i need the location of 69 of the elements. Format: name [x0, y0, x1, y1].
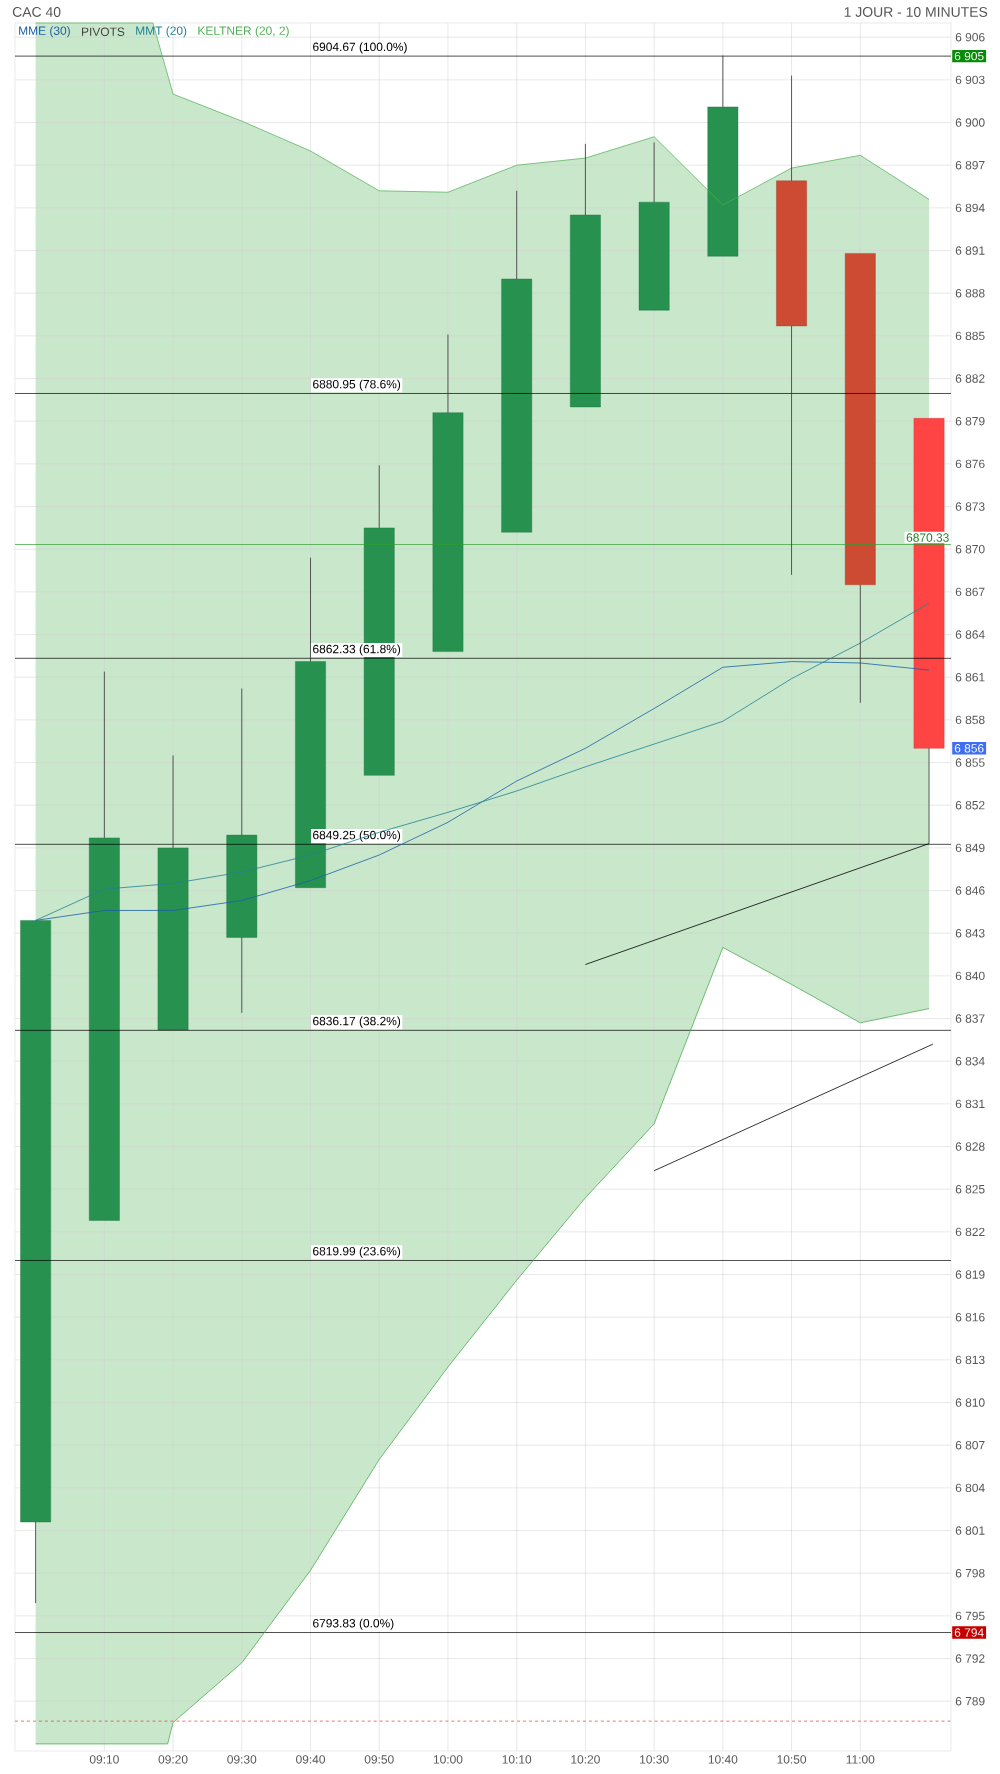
y-tick-label: 6 810	[955, 1398, 985, 1407]
y-tick-label: 6 795	[955, 1611, 985, 1621]
ref-line-label: 6904.67 (100.0%)	[313, 42, 407, 54]
y-tick-label: 6 831	[955, 1099, 985, 1109]
y-tick-label: 6 840	[955, 971, 985, 981]
y-tick-label: 6 888	[955, 288, 985, 298]
chart-subtitle: 1 JOUR - 10 MINUTES	[844, 7, 988, 17]
y-tick-label: 6 879	[955, 416, 985, 426]
y-tick-label: 6 804	[955, 1483, 985, 1493]
y-tick-label: 6 798	[955, 1568, 985, 1578]
y-tick-label: 6 855	[955, 758, 985, 767]
y-tick-label: 6 876	[955, 459, 985, 469]
y-tick-label: 6 903	[955, 75, 985, 85]
annotation: 6 905	[954, 51, 984, 61]
x-tick-label: 09:30	[227, 1755, 257, 1764]
y-tick-label: 6 789	[955, 1696, 985, 1706]
ref-line-label: 6870.33	[906, 533, 949, 542]
y-tick-label: 6 837	[955, 1014, 985, 1023]
ref-line-label: 6862.33 (61.8%)	[313, 644, 401, 656]
x-tick-label: 11:00	[846, 1755, 875, 1764]
text: MMT (20)	[136, 26, 187, 38]
ref-line-label: 6849.25 (50.0%)	[313, 830, 401, 842]
y-tick-label: 6 807	[955, 1440, 985, 1450]
y-tick-label: 6 825	[955, 1184, 985, 1194]
y-tick-label: 6 870	[955, 544, 985, 554]
y-tick-label: 6 852	[955, 800, 985, 810]
y-tick-label: 6 882	[955, 374, 985, 383]
x-tick-label: 10:40	[708, 1755, 738, 1764]
y-tick-label: 6 867	[955, 587, 985, 597]
chart-title: CAC 40	[12, 7, 61, 17]
y-tick-label: 6 843	[955, 928, 985, 938]
y-tick-label: 6 900	[955, 118, 985, 127]
y-tick-label: 6 828	[955, 1142, 985, 1151]
y-tick-label: 6 816	[955, 1312, 985, 1322]
annotation: 6 794	[954, 1628, 984, 1637]
ref-line-label: 6819.99 (23.6%)	[313, 1246, 401, 1258]
y-tick-label: 6 906	[955, 32, 985, 42]
x-tick-label: 10:50	[777, 1755, 807, 1764]
y-tick-label: 6 885	[955, 331, 985, 341]
y-tick-label: 6 864	[955, 630, 985, 639]
annotation: PIVOTS	[82, 27, 125, 36]
x-tick-label: 09:40	[296, 1755, 326, 1764]
text: MME (30)	[19, 26, 70, 38]
x-tick-label: 10:00	[433, 1755, 463, 1764]
y-tick-label: 6 846	[955, 886, 985, 895]
text: KELTNER (20, 2)	[198, 26, 289, 38]
x-tick-label: 09:10	[89, 1755, 119, 1764]
annotation: 6 856	[954, 744, 984, 753]
x-tick-label: 10:20	[571, 1755, 600, 1764]
y-tick-label: 6 813	[955, 1355, 985, 1365]
x-tick-label: 10:10	[502, 1755, 532, 1764]
y-tick-label: 6 819	[955, 1270, 985, 1279]
y-tick-label: 6 792	[955, 1654, 985, 1663]
y-tick-label: 6 822	[955, 1227, 985, 1237]
y-tick-label: 6 891	[955, 246, 985, 255]
ref-line-label: 6836.17 (38.2%)	[313, 1016, 401, 1028]
y-tick-label: 6 897	[955, 160, 985, 170]
y-tick-label: 6 894	[955, 203, 985, 213]
y-tick-label: 6 849	[955, 843, 985, 853]
x-tick-label: 09:20	[158, 1755, 188, 1764]
y-tick-label: 6 834	[955, 1056, 985, 1066]
x-tick-label: 10:30	[640, 1755, 669, 1764]
ref-line-label: 6880.95 (78.6%)	[313, 379, 401, 391]
y-tick-label: 6 858	[955, 715, 985, 725]
x-tick-label: 09:50	[364, 1755, 394, 1764]
y-tick-label: 6 861	[955, 672, 985, 682]
y-tick-label: 6 873	[955, 502, 985, 511]
ref-line-label: 6793.83 (0.0%)	[313, 1618, 394, 1630]
y-tick-label: 6 801	[955, 1526, 985, 1535]
